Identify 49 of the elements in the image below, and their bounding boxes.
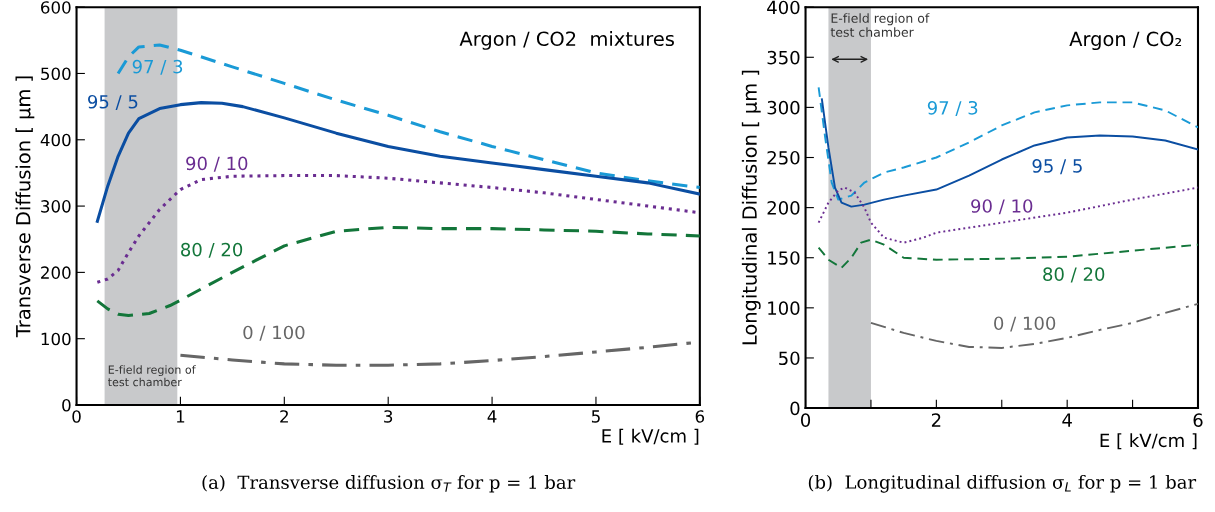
- series-label: 0 / 100: [994, 316, 1056, 332]
- series-label: 95 / 5: [88, 94, 138, 110]
- y-tick-label: 300: [767, 100, 800, 115]
- x-axis-title: E [ kV/cm ]: [1100, 433, 1197, 450]
- x-tick-label: 6: [695, 410, 705, 423]
- line-series: [869, 302, 1198, 349]
- x-tick-label: 4: [1062, 413, 1072, 427]
- y-tick-label: 0: [62, 398, 71, 412]
- band-label: E-field region of test chamber: [108, 365, 196, 387]
- y-axis-title: Longitudinal Diffusion [ μm ]: [741, 70, 761, 345]
- y-tick-label: 400: [40, 133, 71, 147]
- x-tick-label: 3: [384, 410, 393, 423]
- series-label: 95 / 5: [1032, 159, 1082, 175]
- y-tick-label: 200: [767, 201, 800, 215]
- x-axis-title: E [ kV/cm ]: [602, 428, 699, 445]
- band-label: E-field region of test chamber: [830, 13, 930, 37]
- y-tick-label: 600: [41, 1, 71, 14]
- x-tick-label: 4: [487, 410, 497, 423]
- text: (b) Longitudinal diffusion σ$_{L}$ for p = 1 bar: [808, 474, 1197, 493]
- text: (a) Transverse diffusion σ$_{T}$ for p = 1 bar: [202, 475, 576, 493]
- x-tick-label: 0: [72, 410, 81, 423]
- series-label: 97 / 3: [927, 100, 978, 117]
- x-tick-label: 2: [280, 410, 288, 423]
- x-tick-label: 5: [591, 410, 600, 423]
- series-label: 80 / 20: [181, 242, 243, 258]
- series-label: 80 / 20: [1043, 267, 1105, 283]
- x-tick-label: 1: [176, 410, 185, 423]
- y-tick-label: 50: [779, 351, 800, 366]
- y-axis-title: Transverse Diffusion [ μm ]: [15, 76, 35, 338]
- series-label: 90 / 10: [186, 156, 248, 172]
- y-tick-label: 100: [41, 332, 71, 346]
- y-tick-label: 200: [41, 266, 71, 279]
- y-tick-label: 350: [767, 50, 800, 65]
- y-tick-label: 400: [767, 0, 800, 15]
- y-tick-label: 150: [768, 251, 800, 265]
- line-series: [95, 225, 700, 318]
- line-series: [817, 86, 1198, 201]
- series-label: 90 / 10: [971, 199, 1033, 215]
- annotation: Argon / CO₂: [1069, 31, 1182, 51]
- x-tick-label: 0: [800, 413, 811, 427]
- series-label: 0 / 100: [243, 325, 305, 341]
- x-tick-label: 6: [1193, 413, 1203, 427]
- y-tick-label: 100: [768, 301, 800, 315]
- annotation: Argon / CO2 mixtures: [459, 31, 674, 50]
- y-tick-label: 500: [41, 67, 71, 81]
- y-tick-label: 300: [41, 200, 71, 213]
- series-label: 97 / 3: [132, 59, 183, 75]
- x-tick-label: 2: [931, 413, 941, 427]
- y-tick-label: 250: [767, 150, 800, 165]
